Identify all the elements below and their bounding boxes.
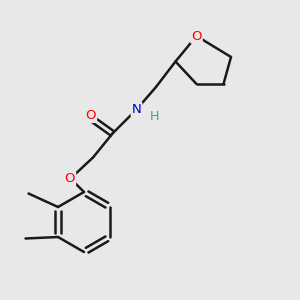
Text: O: O bbox=[65, 172, 75, 185]
Text: N: N bbox=[132, 103, 141, 116]
Text: O: O bbox=[86, 109, 96, 122]
Text: H: H bbox=[150, 110, 159, 124]
Text: O: O bbox=[191, 29, 202, 43]
